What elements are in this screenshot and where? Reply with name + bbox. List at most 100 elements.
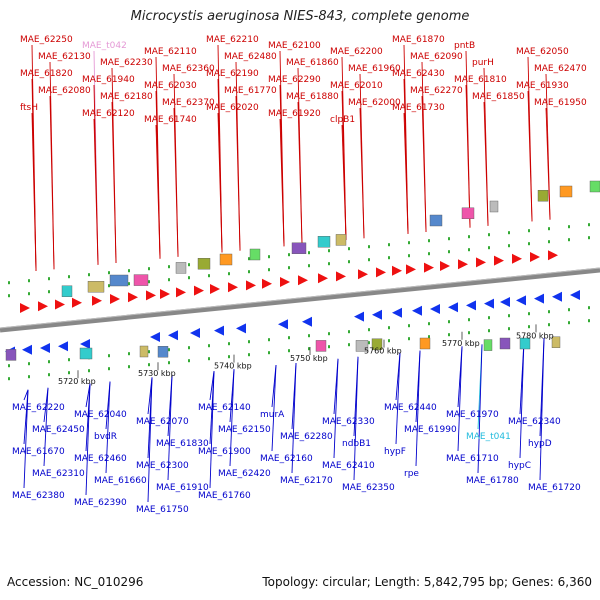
reverse-gene-arrow — [466, 300, 476, 311]
tick-mark — [288, 253, 290, 257]
top-gene-label: MAE_61930 — [516, 81, 569, 91]
bottom-label-leader — [209, 371, 215, 489]
tick-mark — [368, 341, 370, 345]
top-gene-label: MAE_62080 — [38, 86, 91, 96]
tick-mark — [428, 239, 430, 243]
top-gene-label: MAE_62370 — [162, 98, 215, 108]
tick-mark — [588, 319, 590, 323]
forward-gene-arrow — [262, 278, 272, 289]
cog-feature-box — [589, 180, 600, 193]
tick-mark — [128, 269, 130, 273]
forward-gene-arrow — [38, 301, 48, 312]
reverse-gene-arrow — [40, 343, 50, 353]
top-gene-label: pntB — [454, 41, 475, 51]
top-gene-label: MAE_61950 — [534, 98, 587, 108]
top-gene-labels: MAE_62250 MAE_t042 MAE_62110 MAE_62210 MAE_6… — [20, 35, 587, 125]
tick-mark — [308, 264, 310, 268]
top-gene-label: purH — [472, 58, 494, 68]
cog-feature-box — [157, 346, 169, 358]
tick-mark — [28, 292, 30, 296]
top-label-leader — [483, 101, 489, 226]
tick-mark — [108, 271, 110, 275]
forward-gene-arrow — [176, 287, 186, 298]
reverse-gene-arrow — [150, 332, 160, 342]
cog-feature-box — [5, 349, 17, 361]
tick-mark — [548, 227, 550, 231]
tick-mark — [428, 335, 430, 339]
bottom-gene-label: MAE_62350 — [342, 483, 395, 493]
top-gene-label: MAE_61740 — [144, 115, 197, 125]
bottom-label-leader — [291, 362, 297, 474]
cog-feature-box — [355, 340, 369, 352]
bottom-gene-label: bvdR — [94, 432, 117, 442]
forward-gene-arrow — [128, 292, 138, 303]
tick-mark — [468, 331, 470, 335]
tick-mark — [468, 318, 470, 322]
cog-feature-box — [61, 285, 73, 297]
top-gene-label: MAE_61770 — [224, 86, 277, 96]
top-gene-label: ftsH — [20, 103, 38, 113]
top-label-leader — [465, 84, 471, 228]
tick-mark — [328, 345, 330, 349]
tick-mark — [108, 284, 110, 288]
bottom-gene-label: MAE_61720 — [528, 483, 581, 493]
tick-mark — [88, 273, 90, 277]
tick-mark — [28, 279, 30, 283]
top-gene-label: MAE_62190 — [206, 69, 259, 79]
tick-mark — [588, 236, 590, 240]
bottom-gene-label: MAE_62460 — [74, 454, 127, 464]
top-label-leader — [359, 107, 365, 239]
forward-gene-arrow — [476, 257, 486, 268]
cog-feature-box — [335, 234, 347, 246]
tick-mark — [328, 262, 330, 266]
forward-gene-arrow — [246, 280, 256, 291]
tick-mark — [228, 355, 230, 359]
bottom-gene-label: MAE_62300 — [136, 461, 189, 471]
tick-mark — [228, 272, 230, 276]
top-label-leader — [155, 124, 161, 259]
tick-mark — [448, 237, 450, 241]
bottom-label-leader — [539, 338, 545, 481]
tick-mark — [268, 338, 270, 342]
bottom-gene-label: MAE_61710 — [446, 454, 499, 464]
cog-feature-box — [317, 235, 331, 248]
bottom-gene-label: rpe — [404, 469, 419, 479]
bottom-gene-label: MAE_62440 — [384, 403, 437, 413]
backbone-highlight — [0, 267, 600, 329]
tick-mark — [348, 260, 350, 264]
forward-gene-arrow — [548, 250, 558, 261]
bottom-gene-label: hypF — [384, 447, 406, 457]
forward-gene-arrow — [55, 299, 65, 310]
tick-mark — [48, 360, 50, 364]
reverse-gene-arrow — [372, 309, 382, 320]
tick-mark — [308, 347, 310, 351]
reverse-gene-arrow — [22, 344, 32, 355]
top-label-leader — [111, 101, 117, 264]
cog-feature-box — [551, 336, 561, 348]
tick-mark — [168, 348, 170, 352]
top-gene-label: MAE_62130 — [38, 52, 91, 62]
reverse-gene-arrow — [484, 298, 494, 309]
bottom-gene-label: MAE_61670 — [12, 447, 65, 457]
bottom-gene-label: MAE_62330 — [322, 417, 375, 427]
tick-mark — [268, 255, 270, 259]
forward-gene-arrow — [160, 289, 170, 299]
forward-gene-arrow — [280, 277, 290, 287]
reverse-gene-arrow — [516, 295, 526, 306]
reverse-gene-arrow — [430, 304, 440, 314]
reverse-gene-arrow — [448, 302, 458, 313]
bottom-gene-label: MAE_62340 — [508, 417, 561, 427]
reverse-gene-arrow — [534, 293, 544, 304]
page-title: Microcystis aeruginosa NIES-843, complet… — [130, 9, 470, 24]
cog-feature-box — [291, 242, 307, 255]
top-gene-label: MAE_61880 — [286, 92, 339, 102]
tick-mark — [248, 353, 250, 357]
tick-mark — [288, 349, 290, 353]
bottom-label-leader — [85, 383, 91, 496]
cog-feature-box — [371, 338, 383, 350]
bottom-gene-label: MAE_62040 — [74, 410, 127, 420]
bottom-label-leader — [353, 356, 359, 481]
tick-mark — [448, 320, 450, 324]
tick-mark — [388, 326, 390, 330]
top-label-leader — [421, 95, 427, 233]
